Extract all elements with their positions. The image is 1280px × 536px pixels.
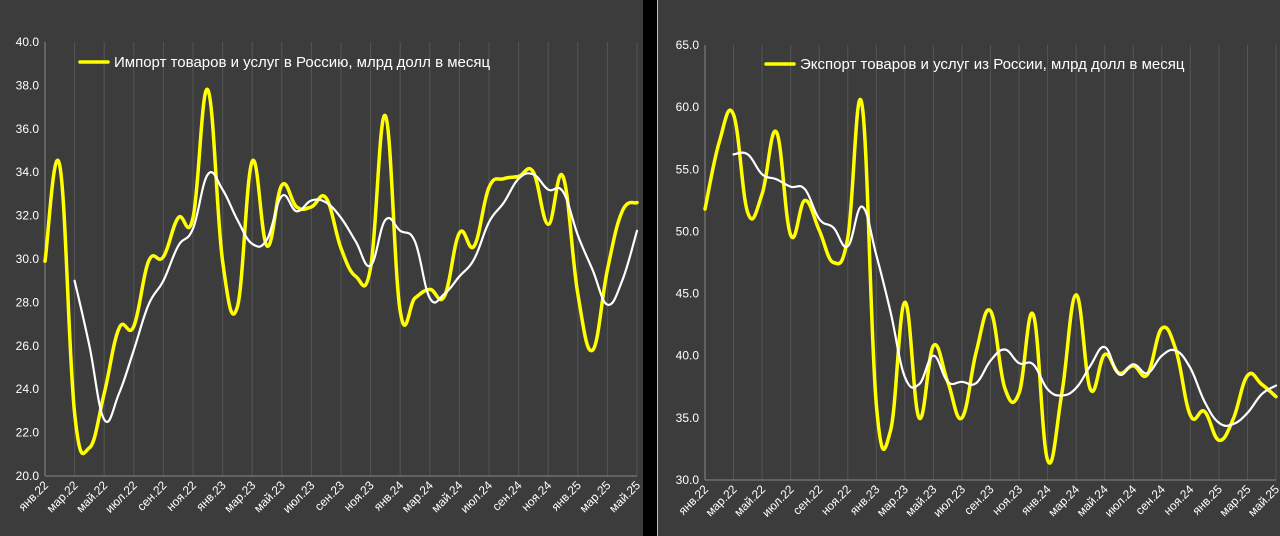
y-tick-label: 36.0 [16, 122, 40, 136]
x-tick-label: июл.24 [1102, 482, 1140, 520]
series-line-primary [703, 97, 1278, 465]
legend-label: Экспорт товаров и услуг из России, млрд … [800, 56, 1185, 73]
y-tick-label: 32.0 [16, 209, 40, 223]
x-tick-label: ноя.23 [989, 482, 1025, 518]
x-tick-label: ноя.24 [519, 478, 555, 514]
import-chart: 20.0 22.0 24.0 26.0 28.0 30.0 32.0 34.0 36.0 38.0… [16, 35, 643, 516]
x-tick-label: май.25 [1245, 482, 1280, 519]
series-line-primary [43, 87, 639, 456]
y-tick-label: 30.0 [676, 473, 700, 487]
x-tick-label: ноя.24 [1161, 482, 1197, 518]
y-tick-label: 35.0 [676, 411, 700, 425]
x-tick-label: май.25 [606, 478, 643, 515]
y-tick-label: 38.0 [16, 78, 40, 92]
x-tick-label: ноя.23 [341, 478, 377, 514]
x-tick-label: сен.24 [489, 478, 525, 514]
x-tick-label: мар.24 [399, 478, 436, 515]
x-tick-label: сен.23 [961, 482, 997, 518]
y-tick-label: 50.0 [676, 224, 700, 238]
y-tick-label: 28.0 [16, 295, 40, 309]
export-chart-panel: 30.0 35.0 40.0 45.0 50.0 55.0 60.0 65.0 янв.22 ма… [657, 0, 1280, 536]
y-tick-label: 20.0 [16, 469, 40, 483]
series-line-secondary [73, 171, 639, 423]
x-tick-label: сен.22 [790, 482, 826, 518]
y-tick-label: 60.0 [676, 100, 700, 114]
export-chart: 30.035.040.045.050.055.060.065.0янв.22ма… [676, 38, 1280, 520]
x-tick-label: мар.25 [577, 478, 614, 515]
x-tick-label: сен.24 [1133, 482, 1169, 518]
x-tick-label: июл.24 [458, 478, 496, 516]
x-tick-label: мар.22 [44, 478, 81, 515]
x-tick-label: июл.23 [931, 482, 969, 520]
legend-label: Импорт товаров и услуг в Россию, млрд до… [114, 54, 491, 71]
x-tick-label: сен.23 [312, 478, 348, 514]
y-tick-label: 55.0 [676, 162, 700, 176]
y-tick-label: 26.0 [16, 339, 40, 353]
y-tick-label: 34.0 [16, 165, 40, 179]
x-tick-label: сен.22 [134, 478, 170, 514]
import-chart-panel: 20.0 22.0 24.0 26.0 28.0 30.0 32.0 34.0 36.0 38.0… [0, 0, 643, 536]
x-tick-label: ноя.22 [163, 478, 199, 514]
x-tick-label: июл.22 [102, 478, 140, 516]
y-tick-label: 65.0 [676, 38, 700, 52]
series-line-secondary [732, 151, 1278, 427]
y-tick-label: 30.0 [16, 252, 40, 266]
x-tick-label: ноя.22 [818, 482, 854, 518]
y-tick-label: 22.0 [16, 426, 40, 440]
y-tick-label: 45.0 [676, 287, 700, 301]
x-tick-label: мар.23 [221, 478, 258, 515]
y-tick-label: 40.0 [676, 349, 700, 363]
y-tick-label: 40.0 [16, 35, 40, 49]
y-tick-label: 24.0 [16, 382, 40, 396]
x-tick-label: июл.23 [280, 478, 318, 516]
x-tick-label: июл.22 [759, 482, 797, 520]
